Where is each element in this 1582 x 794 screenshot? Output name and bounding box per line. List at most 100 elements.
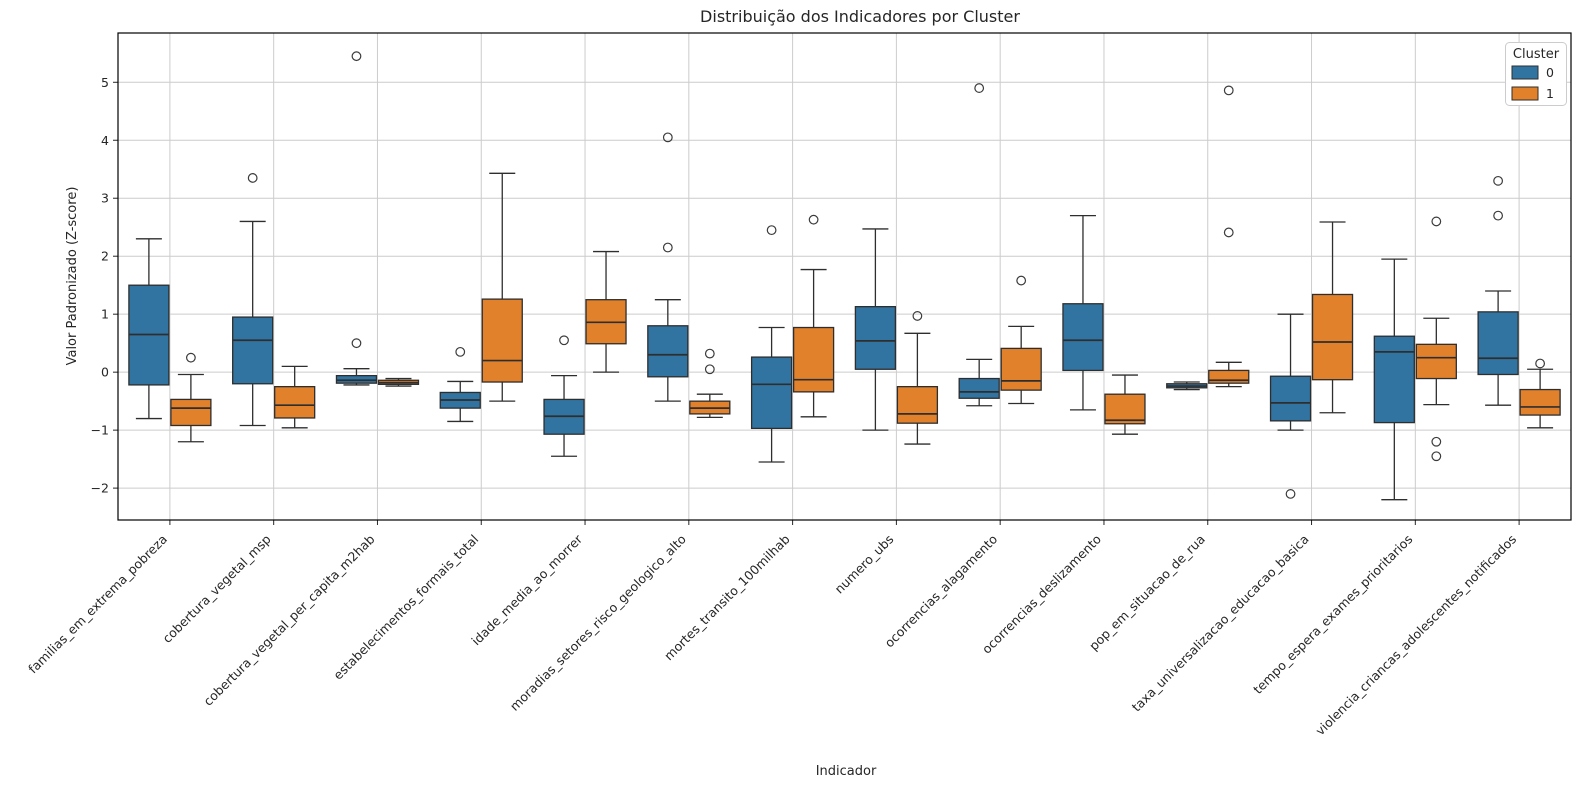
outlier-point: [247, 173, 258, 183]
legend-swatch-cluster-0: [1511, 65, 1539, 80]
box-moradias_setores_risco_geologico_alto-cluster-1: [689, 348, 731, 419]
box-numero_ubs-cluster-0: [854, 228, 897, 431]
iqr-box: [1477, 311, 1519, 376]
box-mortes_transito_100milhab-cluster-1: [792, 214, 835, 418]
box-moradias_setores_risco_geologico_alto-cluster-0: [647, 132, 689, 402]
x-tick-label: taxa_universalizacao_educacao_basica: [1129, 532, 1312, 715]
outlier-point: [1223, 227, 1234, 238]
x-tick-label: idade_media_ao_morrer: [468, 531, 585, 648]
outlier-point: [662, 242, 673, 253]
outlier-point: [185, 352, 196, 363]
y-tick-label: 2: [101, 249, 109, 264]
iqr-box: [896, 386, 939, 424]
x-tick-label: cobertura_vegetal_msp: [159, 531, 273, 645]
y-tick-label: 1: [101, 307, 109, 322]
legend-label-cluster-0: 0: [1546, 65, 1554, 80]
legend-title: Cluster: [1513, 47, 1560, 62]
y-tick-label: 4: [101, 133, 109, 148]
outlier-point: [808, 214, 819, 225]
box-familias_em_extrema_pobreza-cluster-0: [128, 238, 170, 420]
box-ocorrencias_deslizamento-cluster-1: [1104, 374, 1146, 435]
y-tick-label: −2: [91, 481, 109, 496]
outlier-point: [912, 311, 923, 321]
outlier-point: [1223, 85, 1234, 96]
box-familias_em_extrema_pobreza-cluster-1: [170, 352, 212, 443]
y-axis-label: Valor Padronizado (Z-score): [65, 187, 80, 366]
box-tempo_espera_exames_prioritarios-cluster-0: [1373, 258, 1415, 501]
x-axis-label: Indicador: [816, 764, 877, 779]
box-ocorrencias_deslizamento-cluster-0: [1062, 214, 1104, 411]
legend-swatch-cluster-1: [1511, 86, 1539, 101]
outlier-point: [559, 335, 569, 346]
y-tick-label: 3: [101, 191, 109, 206]
x-tick-label: moradias_setores_risco_geologico_alto: [507, 532, 689, 714]
box-violencia_criancas_adolescentes_notificados-cluster-1: [1519, 358, 1561, 429]
plot-border: [117, 32, 1572, 521]
legend: Cluster 0 1: [1505, 42, 1567, 106]
outlier-point: [351, 51, 362, 62]
outlier-point: [1431, 436, 1442, 447]
y-tick-label: 5: [101, 75, 109, 90]
box-cobertura_vegetal_msp-cluster-1: [274, 365, 316, 429]
outlier-point: [1285, 489, 1296, 499]
box-cobertura_vegetal_per_capita_m2hab-cluster-1: [377, 377, 420, 387]
box-estabelecimentos_formais_total-cluster-1: [481, 172, 523, 402]
box-mortes_transito_100milhab-cluster-0: [750, 225, 793, 463]
x-tick-label: mortes_transito_100milhab: [661, 531, 793, 663]
y-tick-label: −1: [91, 423, 109, 438]
box-numero_ubs-cluster-1: [896, 311, 939, 445]
x-tick-label: ocorrencias_alagamento: [881, 532, 1000, 651]
iqr-box: [1000, 347, 1042, 391]
iqr-box: [274, 386, 316, 419]
box-tempo_espera_exames_prioritarios-cluster-1: [1415, 216, 1457, 462]
box-ocorrencias_alagamento-cluster-0: [958, 83, 1000, 407]
iqr-box: [750, 356, 793, 430]
box-idade_media_ao_morrer-cluster-0: [543, 335, 585, 457]
x-tick-label: pop_em_situacao_de_rua: [1086, 532, 1208, 654]
iqr-box: [1208, 369, 1250, 384]
x-tick-label: cobertura_vegetal_per_capita_m2hab: [200, 531, 377, 708]
iqr-box: [481, 298, 523, 383]
x-tick-label: numero_ubs: [832, 532, 897, 597]
box-violencia_criancas_adolescentes_notificados-cluster-0: [1477, 175, 1519, 406]
iqr-box: [1415, 343, 1457, 380]
iqr-box: [1269, 375, 1312, 422]
box-pop_em_situacao_de_rua-cluster-1: [1208, 85, 1250, 388]
box-taxa_universalizacao_educacao_basica-cluster-0: [1269, 313, 1312, 499]
x-tick-label: ocorrencias_deslizamento: [979, 532, 1104, 657]
iqr-box: [335, 374, 378, 384]
iqr-box: [647, 325, 689, 378]
outlier-point: [662, 132, 673, 143]
outlier-point: [351, 338, 362, 349]
outlier-point: [1431, 451, 1442, 462]
box-ocorrencias_alagamento-cluster-1: [1000, 275, 1042, 405]
outlier-point: [766, 225, 777, 236]
iqr-box: [1062, 303, 1104, 372]
outlier-point: [455, 346, 466, 357]
box-idade_media_ao_morrer-cluster-1: [585, 250, 627, 373]
box-taxa_universalizacao_educacao_basica-cluster-1: [1311, 221, 1354, 414]
outlier-point: [1016, 275, 1027, 286]
iqr-box: [958, 377, 1000, 399]
x-tick-label: violencia_criancas_adolescentes_notifica…: [1312, 532, 1519, 739]
outlier-point: [974, 83, 985, 93]
box-cobertura_vegetal_msp-cluster-0: [232, 173, 274, 427]
iqr-box: [854, 305, 897, 370]
x-tick-label: familias_em_extrema_pobreza: [25, 532, 170, 677]
outlier-point: [1493, 175, 1504, 186]
box-cobertura_vegetal_per_capita_m2hab-cluster-0: [335, 51, 378, 386]
outlier-point: [1535, 358, 1546, 369]
chart-title: Distribuição dos Indicadores por Cluster: [700, 7, 1020, 26]
iqr-box: [1104, 393, 1146, 425]
legend-label-cluster-1: 1: [1546, 86, 1554, 101]
y-tick-label: 0: [101, 365, 109, 380]
outlier-point: [704, 364, 715, 375]
box-pop_em_situacao_de_rua-cluster-0: [1166, 381, 1208, 391]
iqr-box: [1311, 293, 1354, 381]
iqr-box: [170, 398, 212, 427]
outlier-point: [704, 348, 715, 359]
boxes: [128, 51, 1561, 501]
grid: [118, 33, 1571, 520]
iqr-box: [792, 326, 835, 393]
